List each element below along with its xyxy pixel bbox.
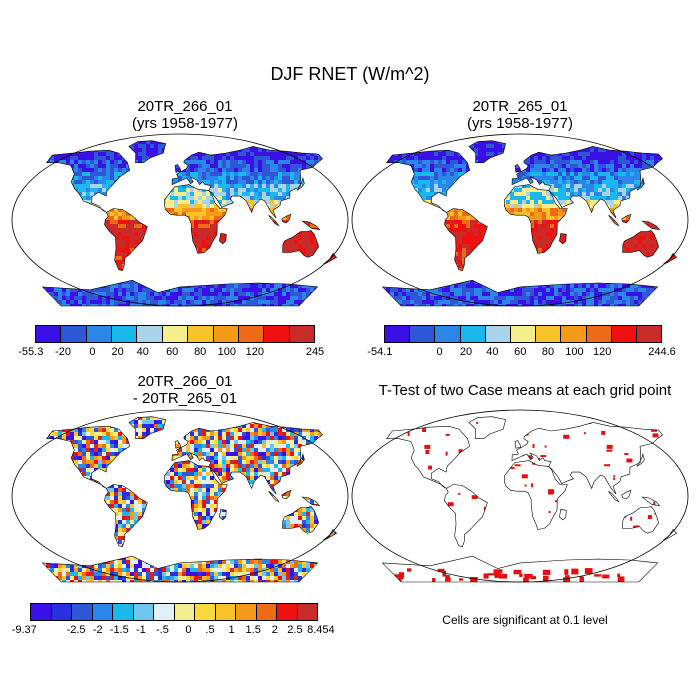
colorbar-label: 100 (217, 346, 236, 358)
colorbar-label: -.5 (156, 624, 169, 636)
colorbar-panel-2: -54.1 0 20 40 60 80 100 120 244.6 (367, 325, 676, 358)
colorbar-label: 0 (89, 346, 96, 358)
colorbar-box (264, 326, 290, 342)
colorbar-label: 2 (271, 624, 278, 636)
colorbar-label: 60 (166, 346, 179, 358)
colorbar-panel-3: -9.37 -2.5 -2 -1.5 -1 -.5 0 .5 1 1.5 2 2.5 8.454 (12, 603, 335, 636)
colorbar-label: 245 (305, 346, 325, 358)
colorbar-boxes (384, 325, 662, 343)
colorbar-box (174, 604, 195, 620)
map-panel-1 (11, 133, 349, 307)
panel-2-title-line2: (yrs 1958-1977) (467, 115, 573, 132)
panel-3-title-line2: - 20TR_265_01 (132, 390, 238, 407)
colorbar-box (51, 604, 72, 620)
colorbar-box (460, 326, 486, 342)
colorbar-label: 8.454 (307, 624, 335, 636)
colorbar-label: -55.3 (18, 346, 44, 358)
colorbar-box (86, 326, 113, 342)
colorbar-box (188, 326, 214, 342)
main-title: DJF RNET (W/m^2) (270, 64, 430, 84)
colorbar-box (133, 604, 154, 620)
coastlines (41, 416, 338, 583)
coastlines (41, 140, 338, 307)
colorbar-label: 2.5 (287, 624, 303, 636)
colorbar-box (586, 326, 612, 342)
map-panel-2 (351, 133, 689, 307)
significance-note: Cells are significant at 0.1 level (442, 613, 608, 627)
colorbar-label: 20 (111, 346, 124, 358)
colorbar-label: 20 (459, 346, 473, 358)
colorbar-box (236, 604, 257, 620)
colorbar-label: -9.37 (11, 624, 37, 636)
colorbar-box (536, 326, 562, 342)
colorbar-label: 244.6 (648, 346, 676, 358)
map-panel-3-difference (11, 409, 349, 583)
colorbar-box (61, 326, 87, 342)
colorbar-label: 100 (565, 346, 584, 358)
colorbar-box (297, 604, 317, 620)
colorbar-label: 1 (228, 624, 235, 636)
colorbar-box (385, 326, 411, 342)
colorbar-box (410, 326, 436, 342)
colorbar-panel-1: -55.3 -20 0 20 40 60 80 100 120 245 (18, 325, 324, 358)
colorbar-label: -54.1 (367, 346, 393, 358)
coastlines (381, 416, 678, 583)
colorbar-label: 80 (541, 346, 555, 358)
panel-3-title: 20TR_266_01 - 20TR_265_01 (20, 373, 350, 407)
colorbar-label: 0 (436, 346, 443, 358)
colorbar-label: -2 (92, 624, 103, 636)
panel-4-title: T-Test of two Case means at each grid po… (378, 382, 672, 399)
colorbar-box (215, 604, 236, 620)
colorbar-box (195, 604, 216, 620)
colorbar-label: 60 (514, 346, 527, 358)
colorbar-box (277, 604, 298, 620)
panel-2-title-line1: 20TR_265_01 (472, 98, 568, 115)
map-panel-4-ttest (351, 409, 689, 583)
colorbar-box (162, 326, 189, 342)
colorbar-box (289, 326, 314, 342)
colorbar-box (561, 326, 587, 342)
panel-2-title: 20TR_265_01 (yrs 1958-1977) (355, 98, 685, 132)
colorbar-box (31, 604, 52, 620)
colorbar-label: -1.5 (109, 624, 129, 636)
colorbar-box (113, 604, 134, 620)
colorbar-box (154, 604, 175, 620)
coastlines (381, 140, 678, 307)
colorbar-boxes (30, 603, 318, 621)
colorbar-boxes (35, 325, 315, 343)
colorbar-box (36, 326, 62, 342)
colorbar-box (238, 326, 265, 342)
colorbar-box (510, 326, 537, 342)
colorbar-label: 120 (245, 346, 264, 358)
panel-3-title-line1: 20TR_266_01 (137, 373, 233, 390)
colorbar-label: 40 (486, 346, 499, 358)
colorbar-box (636, 326, 662, 342)
colorbar-box (92, 604, 113, 620)
colorbar-box (256, 604, 277, 620)
colorbar-label: -20 (55, 346, 71, 358)
colorbar-box (611, 326, 637, 342)
colorbar-label: .5 (205, 624, 215, 636)
colorbar-box (485, 326, 511, 342)
colorbar-label: 1.5 (245, 624, 261, 636)
colorbar-label: 40 (136, 346, 149, 358)
colorbar-box (137, 326, 163, 342)
colorbar-box (72, 604, 93, 620)
panel-1-title: 20TR_266_01 (yrs 1958-1977) (20, 98, 350, 132)
colorbar-box (435, 326, 461, 342)
colorbar-label: 80 (194, 346, 207, 358)
colorbar-label: -1 (135, 624, 146, 636)
panel-1-title-line2: (yrs 1958-1977) (132, 115, 238, 132)
panel-1-title-line1: 20TR_266_01 (137, 98, 233, 115)
colorbar-label: 120 (593, 346, 612, 358)
colorbar-label: -2.5 (66, 624, 86, 636)
colorbar-box (112, 326, 138, 342)
colorbar-label: 0 (185, 624, 192, 636)
colorbar-box (213, 326, 239, 342)
